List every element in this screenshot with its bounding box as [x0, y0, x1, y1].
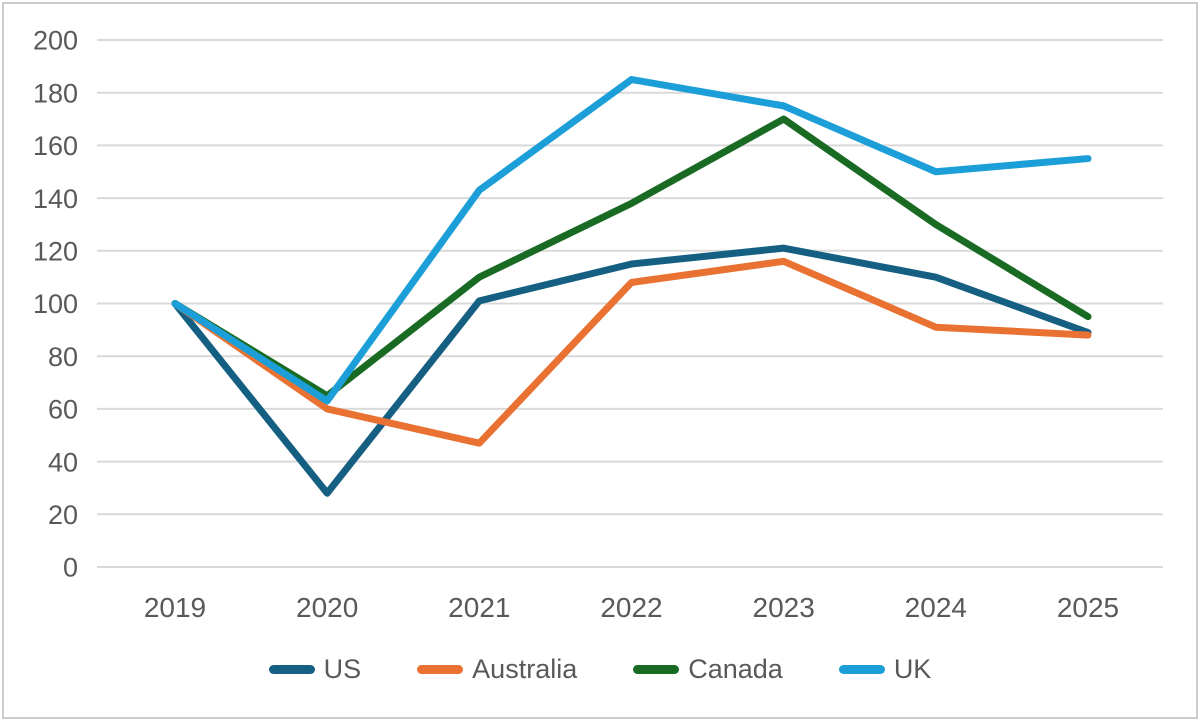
y-axis-tick-label: 180	[33, 78, 78, 108]
legend-item-uk: UK	[838, 654, 932, 684]
chart-legend: US Australia Canada UK	[0, 656, 1200, 683]
legend-label: Canada	[688, 654, 783, 684]
y-axis-tick-label: 0	[63, 553, 78, 583]
series-line-uk	[171, 76, 1092, 405]
y-axis-tick-label: 80	[48, 342, 78, 372]
x-axis-tick-label: 2023	[753, 592, 815, 623]
x-axis-tick-label: 2025	[1057, 592, 1119, 623]
legend-swatch-us	[268, 665, 315, 674]
legend-item-australia: Australia	[417, 656, 577, 683]
legend-swatch-canada	[633, 665, 680, 674]
series-line-us	[171, 244, 1092, 497]
y-axis-tick-label: 200	[33, 26, 78, 56]
legend-swatch-uk	[838, 665, 885, 674]
series-line-canada	[171, 115, 1092, 400]
legend-item-us: US	[268, 654, 362, 684]
y-axis-tick-label: 40	[48, 447, 78, 477]
y-axis-tick-label: 140	[33, 184, 78, 214]
x-axis-tick-label: 2022	[600, 592, 662, 623]
legend-item-canada: Canada	[633, 656, 783, 683]
y-axis-tick-label: 20	[48, 500, 78, 530]
x-axis-tick-label: 2020	[296, 592, 358, 623]
y-axis-tick-label: 160	[33, 131, 78, 161]
legend-label: US	[323, 654, 362, 684]
y-axis-tick-label: 120	[33, 237, 78, 267]
legend-label: UK	[893, 654, 932, 684]
x-axis-tick-label: 2021	[448, 592, 510, 623]
legend-label: Australia	[472, 654, 578, 684]
y-axis-tick-label: 60	[48, 395, 78, 425]
x-axis-tick-label: 2019	[144, 592, 206, 623]
y-axis-tick-label: 100	[33, 289, 78, 319]
x-axis-tick-label: 2024	[905, 592, 967, 623]
legend-swatch-australia	[417, 665, 464, 674]
series-line-australia	[171, 257, 1092, 447]
